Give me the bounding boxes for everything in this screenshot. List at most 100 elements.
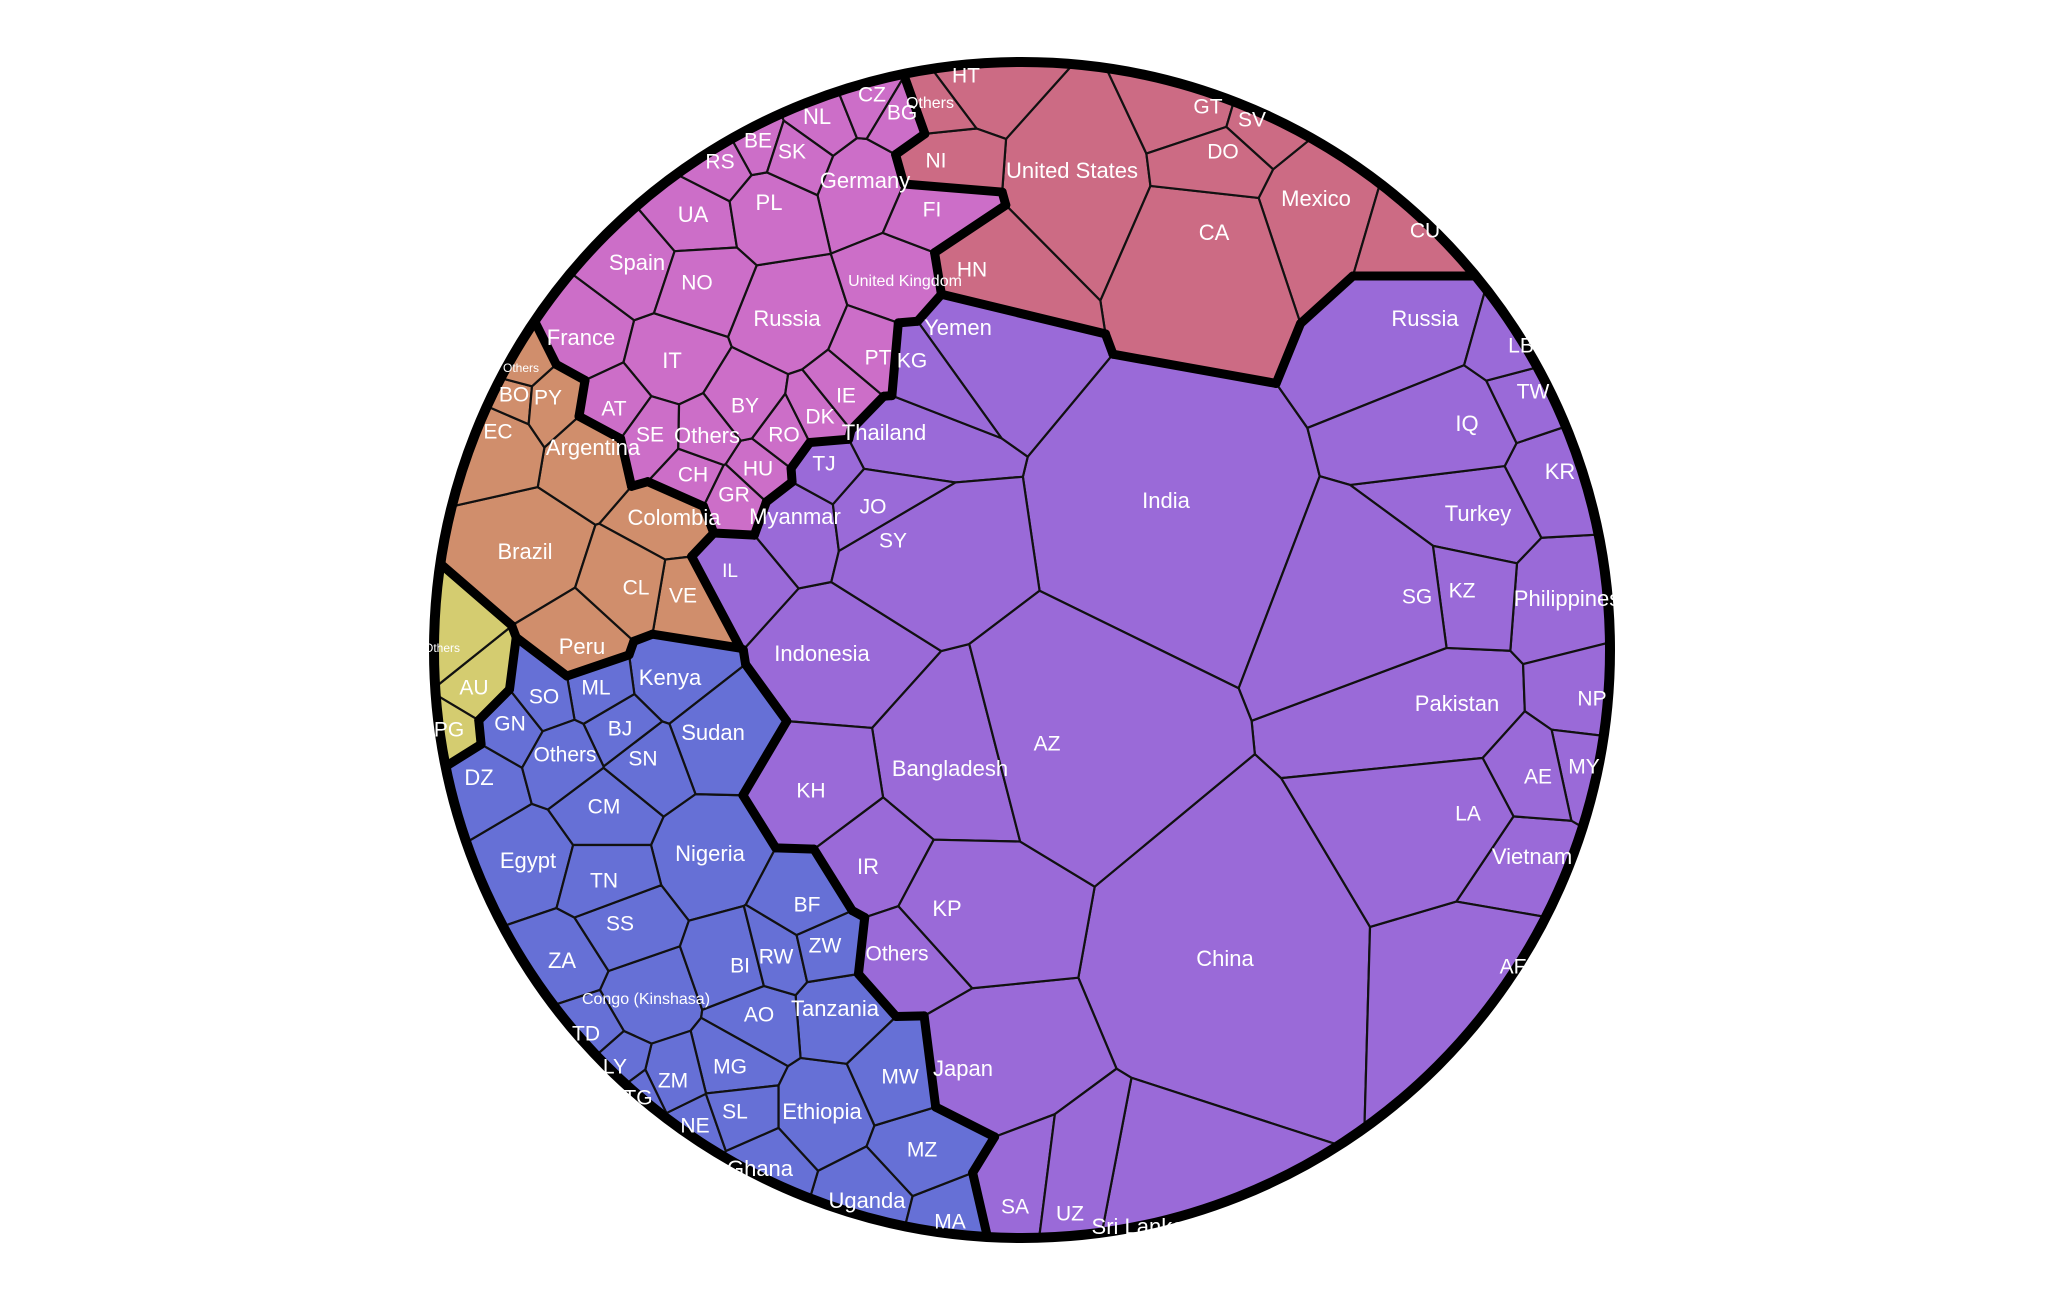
region-border (434, 739, 486, 1238)
cell-label: Ghana (727, 1156, 794, 1181)
cell-label: Spain (609, 250, 665, 275)
cell-label: EC (483, 421, 512, 444)
cell-label: AF (1500, 956, 1527, 979)
cell-label: SO (529, 686, 559, 709)
cell-label: BJ (608, 718, 633, 741)
cell-label: Nigeria (675, 841, 745, 866)
cell-europe-be[interactable] (0, 0, 785, 177)
region-border (891, 1011, 929, 1022)
region-border (434, 515, 517, 630)
cell-label: TJ (812, 453, 835, 476)
cell-label: BG (887, 102, 917, 125)
cell-label: CH (678, 464, 708, 487)
cell-label: DK (805, 406, 834, 429)
cell-label: ML (581, 677, 610, 700)
cell-label: MW (881, 1066, 918, 1089)
cell-north-america-cu[interactable] (1351, 0, 2052, 278)
cell-africa-tn[interactable] (555, 843, 663, 919)
cell-label: Others (906, 95, 954, 112)
cell-label: Brazil (497, 539, 552, 564)
cell-europe-no[interactable] (652, 246, 758, 339)
cell-label: JO (860, 496, 887, 519)
cell-asia-kr[interactable] (1503, 0, 2052, 539)
cell-south-america-ec[interactable] (0, 0, 546, 522)
cell-asia-af[interactable] (1362, 900, 2052, 1301)
cell-label: FI (923, 199, 942, 222)
cell-label: NE (680, 1115, 709, 1138)
cell-label: United Kingdom (848, 273, 962, 290)
cell-label: AU (459, 677, 488, 700)
cell-oceania-others[interactable] (0, 0, 513, 984)
region-border (1484, 62, 1610, 281)
region-border (574, 375, 590, 421)
cell-africa-za[interactable] (0, 906, 610, 1301)
cell-label: Yemen (924, 315, 992, 340)
cell-africa-egypt[interactable] (82, 802, 575, 1071)
region-border (805, 434, 854, 448)
cell-asia-lb[interactable] (1462, 0, 2052, 382)
cell-label: Congo (Kinshasa) (582, 991, 710, 1008)
cell-africa-tg[interactable] (0, 1068, 668, 1301)
cell-africa-others[interactable] (520, 718, 605, 811)
cell-label: ZW (809, 935, 842, 958)
cell-asia-la[interactable] (1280, 756, 1515, 929)
region-border (749, 497, 771, 540)
region-border (574, 411, 626, 444)
region-border (899, 179, 1007, 197)
cell-label: Ethiopia (782, 1099, 862, 1124)
cell-europe-sk[interactable] (765, 119, 835, 197)
region-border (968, 1168, 1026, 1238)
cell-europe-rs[interactable] (0, 0, 753, 203)
region-border (687, 528, 719, 561)
cell-label: HU (743, 458, 773, 481)
cell-label: DZ (464, 765, 493, 790)
cell-label: UZ (1056, 1203, 1084, 1226)
cell-label: AT (601, 398, 626, 421)
region-border (511, 632, 572, 681)
cell-label: Germany (820, 168, 910, 193)
cell-label: NO (681, 272, 713, 295)
cell-asia-az[interactable] (968, 589, 1256, 888)
cell-africa-ghana[interactable] (0, 1126, 820, 1301)
region-border (434, 62, 480, 206)
region-border (968, 1132, 1000, 1178)
cell-label: Uganda (828, 1188, 906, 1213)
cell-africa-bi[interactable] (678, 904, 765, 1011)
cell-south-america-others[interactable] (0, 0, 558, 388)
cell-europe-others[interactable] (677, 392, 742, 467)
cell-label: IL (722, 561, 738, 582)
cell-label: MG (713, 1056, 747, 1079)
cell-label: SL (722, 1101, 748, 1124)
cell-label: GN (494, 713, 526, 736)
cell-asia-my[interactable] (1550, 728, 2052, 1301)
cell-label: Indonesia (774, 641, 870, 666)
cell-label: Russia (1391, 306, 1459, 331)
cell-label: GR (718, 484, 750, 507)
cell-label: China (1196, 946, 1254, 971)
cell-asia-uz[interactable] (1019, 1067, 1133, 1301)
cell-label: Others (424, 641, 460, 655)
cell-label: BO (499, 384, 529, 407)
cell-europe-nl[interactable] (0, 0, 859, 158)
cell-africa-sl[interactable] (704, 1084, 780, 1153)
region-border (761, 477, 797, 507)
region-border (738, 790, 781, 853)
cell-africa-uganda[interactable] (0, 1145, 914, 1301)
cell-africa-td[interactable] (0, 988, 625, 1301)
cell-north-america-sv[interactable] (1225, 0, 2052, 171)
cell-africa-dz[interactable] (0, 743, 533, 1269)
region-border (1108, 349, 1281, 388)
region-border (709, 528, 759, 540)
cell-africa-ly[interactable] (226, 1029, 653, 1301)
region-border (846, 391, 889, 435)
cell-north-america-do[interactable] (1145, 125, 1275, 200)
cell-label: DO (1207, 141, 1239, 164)
cell-label: NP (1577, 688, 1606, 711)
cell-label: SS (606, 913, 634, 936)
cell-oceania-pg[interactable] (0, 690, 483, 1301)
cell-asia-tw[interactable] (1485, 132, 2052, 445)
cell-label: SK (778, 141, 806, 164)
region-border (853, 912, 870, 979)
cell-label: TD (572, 1023, 600, 1046)
region-border (470, 196, 561, 369)
